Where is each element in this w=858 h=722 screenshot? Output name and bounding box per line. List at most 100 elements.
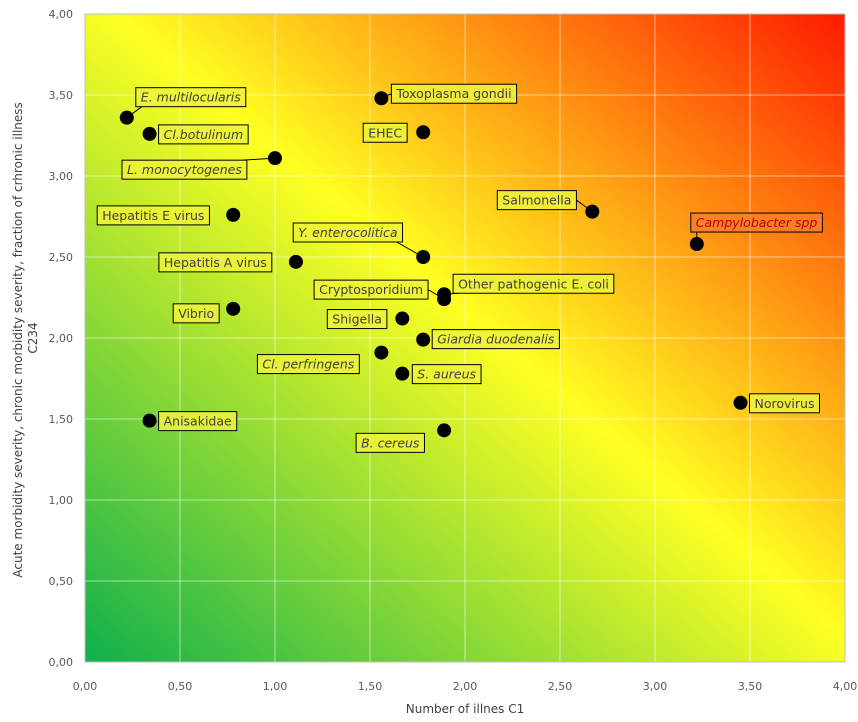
data-point-group: Vibrio (172, 301, 241, 324)
data-label-box (431, 329, 560, 350)
data-point-marker (585, 204, 600, 219)
x-tick-label: 3,00 (643, 680, 668, 693)
data-label-box (121, 159, 248, 180)
data-label: Cl. perfringens (262, 357, 354, 372)
data-point-marker (226, 301, 241, 316)
data-label: S. aureus (417, 367, 476, 382)
data-label: Anisakidae (164, 414, 232, 429)
data-label: L. monocytogenes (127, 162, 242, 177)
data-label-box (158, 124, 249, 145)
data-point-group: Cl. perfringens (256, 345, 389, 375)
data-point-group: Hepatitis A virus (158, 252, 303, 273)
data-label-box (135, 87, 247, 108)
x-tick-label: 1,00 (263, 680, 288, 693)
data-point-group: Campylobacter spp (689, 212, 823, 252)
x-tick-label: 2,00 (453, 680, 478, 693)
data-label-box (172, 303, 220, 324)
data-point-group: E. multilocularis (119, 87, 247, 125)
y-axis-title: Acute morbidity severity, chronic morbid… (11, 98, 40, 577)
y-tick-label: 0,50 (49, 575, 74, 588)
y-tick-label: 4,00 (49, 8, 74, 21)
x-axis-tick-labels: 0,00 0,50 1,00 1,50 2,00 2,50 3,00 3,50 4,00 (73, 680, 858, 693)
data-label-box (292, 222, 404, 243)
data-point-marker (416, 332, 431, 347)
y-tick-label: 3,00 (49, 170, 74, 183)
data-label-box (158, 252, 273, 273)
data-label-box (390, 83, 518, 104)
data-label: B. cereus (361, 435, 420, 450)
data-label-box (326, 309, 388, 330)
x-tick-label: 3,50 (738, 680, 763, 693)
data-point-group: Cl.botulinum (142, 124, 249, 145)
data-label: Shigella (332, 312, 382, 327)
data-point-marker (142, 126, 157, 141)
data-label: E. multilocularis (141, 90, 241, 105)
data-label-box (96, 205, 210, 226)
data-label: Y. enterocolitica (298, 225, 397, 240)
x-axis-title: Number of illnes C1 (406, 702, 524, 716)
data-label: Vibrio (178, 306, 214, 321)
data-point-marker (395, 366, 410, 381)
data-point-marker (288, 254, 303, 269)
data-point-marker (733, 395, 748, 410)
data-label-box (690, 212, 823, 233)
data-point-group: EHEC (362, 122, 431, 143)
y-tick-label: 1,50 (49, 413, 74, 426)
y-axis-title-line-2: C234 (26, 322, 40, 353)
data-label: Cl.botulinum (164, 127, 244, 142)
y-tick-label: 1,00 (49, 494, 74, 507)
data-point-group: Giardia duodenalis (416, 329, 560, 350)
data-point-group: Norovirus (733, 393, 820, 414)
data-label-box (496, 190, 577, 211)
data-point-group: S. aureus (395, 364, 482, 385)
data-label-box (749, 393, 820, 414)
data-point-marker (268, 151, 282, 166)
x-tick-label: 1,50 (358, 680, 383, 693)
plot-area-border (84, 13, 846, 663)
data-label: Giardia duodenalis (437, 332, 555, 347)
data-point-group: Anisakidae (142, 411, 238, 432)
data-label: EHEC (368, 125, 402, 140)
data-label: Campylobacter spp (696, 215, 818, 230)
data-point-marker (689, 237, 704, 252)
y-tick-label: 0,00 (49, 656, 74, 669)
data-point-marker (226, 207, 241, 222)
data-point-marker (416, 250, 431, 264)
data-point-marker (416, 125, 431, 140)
data-point-group: Shigella (326, 309, 410, 330)
data-point-group: L. monocytogenes (121, 151, 282, 180)
data-point-marker (437, 292, 452, 307)
data-point-group: Other pathogenic E. coli (437, 273, 615, 302)
x-tick-label: 2,50 (548, 680, 573, 693)
data-point-group: Y. enterocolitica (292, 222, 431, 264)
data-label: Hepatitis E virus (102, 208, 204, 223)
y-axis-tick-labels: 0,00 0,50 1,00 1,50 2,00 2,50 3,00 3,50 4,00 (49, 8, 74, 669)
data-point-group: Toxoplasma gondii (374, 83, 518, 106)
data-label-box (158, 411, 238, 432)
data-label: Norovirus (755, 396, 815, 411)
data-label-box (362, 122, 408, 143)
y-tick-label: 2,50 (49, 251, 74, 264)
data-label-box (256, 354, 360, 375)
data-label-box (411, 364, 482, 385)
data-label-box (452, 273, 615, 294)
data-point-group: Salmonella (496, 190, 600, 219)
data-label: Cryptosporidium (319, 282, 423, 297)
data-label: Toxoplasma gondii (395, 86, 511, 101)
data-points: E. multilocularis Cl.botulinum L. monocyto… (96, 83, 823, 453)
data-label-box (313, 279, 429, 300)
y-tick-label: 2,00 (49, 332, 74, 345)
x-tick-label: 0,00 (73, 680, 98, 693)
y-tick-label: 3,50 (49, 89, 74, 102)
data-point-group: Cryptosporidium (313, 279, 452, 307)
data-point-marker (395, 311, 410, 326)
data-label: Hepatitis A virus (164, 255, 267, 270)
data-label: Other pathogenic E. coli (458, 276, 609, 291)
y-axis-title-line-1: Acute morbidity severity, chronic morbid… (11, 102, 25, 577)
data-point-marker (374, 91, 389, 106)
data-point-marker (142, 413, 157, 428)
data-point-marker (374, 345, 389, 360)
data-point-group: B. cereus (355, 423, 452, 453)
data-label-box (355, 432, 425, 453)
